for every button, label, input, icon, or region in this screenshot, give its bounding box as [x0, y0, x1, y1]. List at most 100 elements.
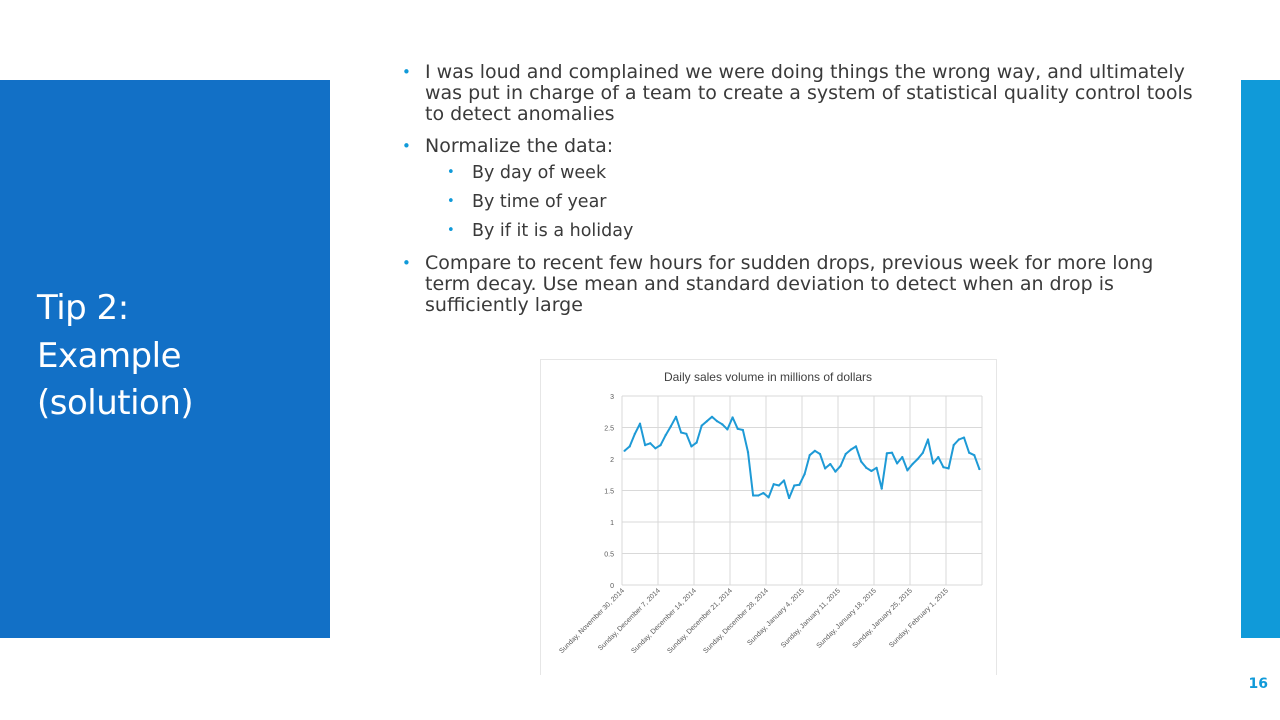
data-point	[721, 423, 724, 426]
data-point	[736, 427, 739, 430]
data-point	[669, 425, 672, 428]
sub-bullet-item: By if it is a holiday	[425, 220, 1198, 242]
data-point	[772, 483, 775, 486]
x-tick-label: Sunday, November 30, 2014	[558, 587, 626, 655]
y-tick-label: 1	[610, 520, 614, 527]
x-tick-label: Sunday, February 1, 2015	[888, 587, 950, 649]
data-point	[808, 454, 811, 457]
sub-bullet-list: By day of week By time of year By if it …	[425, 162, 1198, 242]
data-point	[628, 445, 631, 448]
right-accent-bar	[1241, 80, 1280, 638]
series-line	[623, 415, 981, 500]
slide-title-line-1: Tip 2:	[37, 288, 129, 328]
x-tick-label: Sunday, December 28, 2014	[702, 587, 770, 655]
x-tick-label: Sunday, December 7, 2014	[597, 587, 662, 652]
data-point	[767, 496, 770, 499]
data-point	[849, 448, 852, 451]
data-point	[860, 460, 863, 463]
data-point	[952, 444, 955, 447]
data-point	[916, 457, 919, 461]
y-tick-label: 0.5	[604, 552, 614, 559]
data-point	[896, 462, 899, 465]
data-point	[654, 447, 657, 450]
data-point	[937, 456, 940, 459]
data-point	[880, 487, 883, 490]
bullet-item: I was loud and complained we were doing …	[398, 62, 1198, 125]
data-point	[978, 467, 981, 471]
data-point	[875, 466, 878, 469]
data-point	[700, 424, 703, 427]
x-tick-label: Sunday, January 18, 2015	[816, 587, 878, 649]
data-point	[844, 452, 847, 456]
data-point	[885, 452, 888, 455]
data-point	[942, 466, 945, 469]
data-point	[644, 444, 647, 447]
data-point	[890, 451, 894, 454]
y-tick-label: 2.5	[604, 426, 614, 433]
data-point	[623, 449, 626, 452]
data-point	[968, 451, 971, 454]
bullet-item: Compare to recent few hours for sudden d…	[398, 253, 1198, 316]
data-point	[752, 494, 755, 497]
data-point	[824, 467, 827, 470]
sub-bullet-item: By time of year	[425, 191, 1198, 213]
data-point	[788, 496, 791, 500]
y-tick-label: 0	[610, 583, 614, 590]
data-point	[865, 466, 868, 469]
data-point	[818, 452, 822, 456]
data-point	[731, 416, 734, 419]
bullet-text: Normalize the data:	[425, 135, 614, 157]
data-point	[962, 436, 966, 439]
data-point	[685, 432, 688, 435]
data-point	[798, 483, 801, 486]
data-point	[695, 441, 698, 444]
x-tick-label: Sunday, December 14, 2014	[630, 587, 698, 655]
data-point	[921, 451, 924, 454]
data-point	[973, 454, 976, 457]
data-point	[757, 494, 760, 497]
data-point	[901, 456, 904, 459]
slide-title: Tip 2: Example (solution)	[37, 285, 317, 428]
data-point	[906, 469, 909, 472]
sales-line-chart: Daily sales volume in millions of dollar…	[558, 370, 983, 655]
data-point	[839, 464, 842, 468]
data-point	[664, 433, 667, 437]
y-tick-label: 1.5	[604, 489, 614, 496]
bullet-item: Normalize the data: By day of week By ti…	[398, 135, 1198, 243]
data-point	[803, 473, 806, 476]
y-tick-label: 3	[610, 394, 614, 401]
data-point	[813, 449, 816, 452]
data-point	[911, 462, 914, 466]
data-point	[705, 420, 708, 423]
data-point	[782, 479, 786, 482]
x-tick-label: Sunday, January 11, 2015	[780, 587, 842, 649]
slide-title-line-2: Example	[37, 335, 182, 376]
slide-title-line-3: (solution)	[37, 383, 194, 424]
data-point	[649, 442, 652, 445]
data-point	[746, 450, 750, 454]
page-number: 16	[1248, 676, 1268, 692]
title-panel	[0, 80, 330, 638]
data-point	[829, 462, 832, 466]
x-tick-label: Sunday, December 21, 2014	[666, 587, 734, 655]
sub-bullet-item: By day of week	[425, 162, 1198, 184]
data-point	[690, 445, 693, 448]
data-point	[762, 491, 765, 495]
data-point	[957, 438, 960, 441]
data-point	[854, 445, 858, 448]
data-point	[716, 420, 719, 423]
chart-container: Daily sales volume in millions of dollar…	[540, 359, 997, 675]
data-point	[793, 484, 796, 487]
data-point	[726, 428, 729, 431]
data-point	[870, 469, 873, 473]
data-point	[741, 428, 744, 432]
data-point	[680, 431, 683, 434]
data-point	[674, 415, 678, 418]
data-point	[932, 462, 935, 465]
x-tick-label: Sunday, January 25, 2015	[852, 587, 914, 649]
bullet-list: I was loud and complained we were doing …	[398, 62, 1198, 327]
bullet-text: Compare to recent few hours for sudden d…	[425, 252, 1154, 316]
data-point	[777, 484, 780, 487]
bullet-text: I was loud and complained we were doing …	[425, 61, 1193, 125]
y-tick-label: 2	[610, 457, 614, 464]
